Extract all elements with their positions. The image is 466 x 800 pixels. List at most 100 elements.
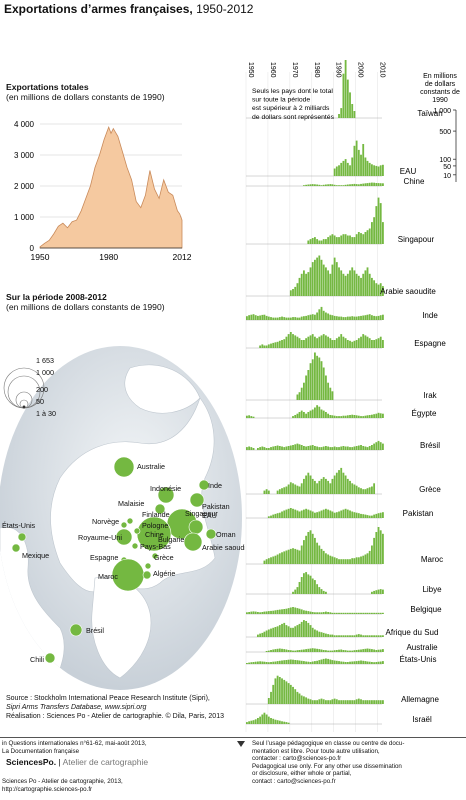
bar-singapour: [342, 234, 345, 244]
bar-inde: [360, 315, 362, 320]
bar-pakistan: [342, 509, 345, 518]
bar-pakistan: [377, 513, 380, 518]
bar-maroc: [335, 558, 338, 564]
bar-afrique-du-sud: [342, 635, 345, 637]
bar-pakistan: [307, 509, 310, 518]
bar-belgique: [261, 612, 264, 614]
bar-br-sil: [267, 448, 270, 450]
bar-maroc: [375, 532, 378, 564]
bar-inde: [270, 317, 272, 320]
bar-chine: [322, 184, 325, 186]
bar-allemagne: [303, 696, 305, 704]
bar-belgique: [316, 612, 319, 614]
bar-arabie-saoudite: [344, 275, 347, 296]
bar-espagne: [360, 336, 362, 348]
bar-arabie-saoudite: [360, 277, 362, 296]
bar-belgique: [329, 612, 332, 614]
bar-australie: [340, 649, 343, 652]
bar-br-sil: [371, 445, 373, 450]
bar-belgique: [364, 612, 367, 614]
bar-eau: [366, 160, 369, 176]
bar-belgique: [340, 612, 343, 614]
bar-isra-l: [265, 714, 268, 724]
bar-pakistan: [276, 513, 279, 518]
bar-gr-ce: [344, 475, 347, 494]
bar-espagne: [351, 341, 354, 348]
country-label: Australie: [406, 643, 438, 652]
bar-br-sil: [364, 446, 367, 450]
bar-singapour: [373, 217, 376, 244]
year-tick-label: 1980: [313, 62, 320, 78]
bar-pakistan: [338, 511, 340, 518]
bar-pakistan: [272, 514, 275, 518]
bar-allemagne: [353, 700, 356, 704]
bar-allemagne: [320, 698, 323, 704]
world-map: 1 653 1 000 200 50 1 à 30 Australie Indo…: [0, 346, 245, 690]
bar-irak: [296, 394, 299, 400]
bar--gypte: [351, 414, 354, 418]
bar-irak: [305, 375, 308, 400]
bar-espagne: [368, 338, 371, 348]
bar-espagne: [375, 339, 378, 348]
bar--tats-unis: [298, 660, 301, 664]
bar-inde: [259, 315, 262, 320]
bar-allemagne: [342, 700, 345, 704]
bar-libye: [298, 582, 301, 594]
bar-irak: [320, 361, 323, 400]
bar--gypte: [305, 413, 308, 418]
bar-br-sil: [333, 446, 336, 450]
country-label: Espagne: [414, 339, 446, 348]
bar-br-sil: [366, 447, 369, 450]
bar-australie: [272, 649, 275, 652]
bar--gypte: [368, 415, 371, 418]
bar-allemagne: [278, 677, 281, 704]
bar-allemagne: [318, 699, 321, 704]
bar-belgique: [303, 610, 305, 614]
bar-espagne: [371, 340, 373, 348]
bar-afrique-du-sud: [371, 635, 373, 637]
bar-afrique-du-sud: [311, 627, 314, 637]
bar-gr-ce: [333, 475, 336, 494]
bar-br-sil: [248, 446, 251, 450]
bar-maroc: [289, 548, 292, 564]
bar-australie: [362, 649, 365, 652]
legend-label-1-30: 1 à 30: [36, 409, 56, 418]
y-tick-label: 1 000: [14, 213, 35, 222]
bar-arabie-saoudite: [368, 273, 371, 296]
bar-afrique-du-sud: [320, 632, 323, 637]
bar-allemagne: [314, 700, 316, 704]
bubble-mexique: [11, 543, 21, 553]
bar-singapour: [362, 234, 365, 244]
bar-arabie-saoudite: [316, 257, 319, 296]
bar-eau: [368, 162, 371, 176]
x-tick-label: 1950: [31, 252, 50, 262]
bar-br-sil: [274, 446, 277, 450]
bar-singapour: [320, 240, 323, 244]
bar--gypte: [327, 413, 330, 418]
bar-gr-ce: [283, 487, 286, 494]
year-tick-label: 1970: [291, 62, 298, 78]
bar-australie: [382, 649, 384, 652]
bar-maroc: [357, 557, 360, 564]
bar-maroc: [287, 549, 290, 564]
bar-chine: [357, 184, 360, 186]
bar-arabie-saoudite: [294, 286, 297, 296]
bar-eau: [382, 164, 384, 176]
bar-afrique-du-sud: [331, 634, 334, 637]
bar-arabie-saoudite: [311, 262, 314, 296]
bar-singapour: [366, 230, 369, 244]
bar-belgique: [274, 610, 277, 614]
bar-afrique-du-sud: [333, 635, 336, 637]
bar-allemagne: [274, 678, 277, 704]
bar-inde: [261, 314, 264, 320]
bar--tats-unis: [285, 660, 288, 664]
bar-australie: [314, 648, 316, 652]
bar-belgique: [276, 609, 279, 614]
bar-eau: [364, 157, 367, 176]
bar-br-sil: [257, 448, 259, 450]
bar-espagne: [379, 336, 382, 348]
bar-pakistan: [314, 512, 316, 518]
bar-afrique-du-sud: [362, 635, 365, 637]
bar-eau: [340, 162, 343, 176]
bar-pakistan: [316, 512, 319, 518]
